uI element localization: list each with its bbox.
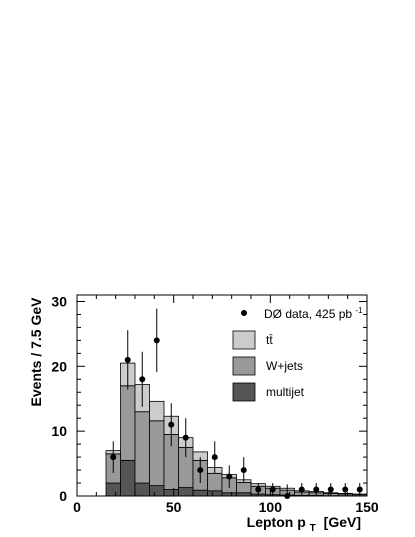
x-axis-title-main: Lepton p bbox=[247, 514, 306, 530]
x-axis-title-unit: [GeV] bbox=[324, 514, 361, 530]
legend-series-entries: tt̄ W+jets multijet bbox=[232, 330, 305, 402]
data-point-9 bbox=[240, 467, 247, 474]
data-point-16 bbox=[342, 486, 349, 493]
bar-multijet-3 bbox=[149, 485, 165, 497]
data-point-0 bbox=[110, 454, 117, 461]
data-point-2 bbox=[139, 376, 146, 383]
data-points bbox=[110, 308, 363, 499]
tick-labels: 0 50 100 150 0 10 20 30 bbox=[51, 293, 378, 515]
bar-multijet-6 bbox=[192, 489, 208, 497]
legend-swatch-w-jets bbox=[232, 356, 256, 376]
bar-multijet-1 bbox=[120, 459, 136, 497]
y-tick-label-10: 10 bbox=[51, 423, 67, 439]
bar-multijet-7 bbox=[207, 490, 223, 497]
data-point-8 bbox=[226, 473, 233, 480]
x-axis-title: Lepton p T [GeV] bbox=[247, 514, 361, 534]
data-point-4 bbox=[168, 421, 175, 428]
data-point-13 bbox=[298, 486, 305, 493]
bar-multijet-4 bbox=[163, 489, 179, 497]
legend-label-tt: tt̄ bbox=[266, 333, 273, 347]
data-point-14 bbox=[313, 486, 320, 493]
legend-label-w-jets: W+jets bbox=[266, 359, 303, 373]
legend-swatch-multijet bbox=[232, 382, 256, 402]
y-tick-label-20: 20 bbox=[51, 358, 67, 374]
data-point-3 bbox=[153, 337, 160, 344]
legend-data-label-superscript: -1 bbox=[355, 306, 363, 315]
bar-w-jets-1 bbox=[120, 385, 136, 461]
y-tick-label-30: 30 bbox=[51, 293, 67, 309]
data-point-15 bbox=[327, 486, 334, 493]
legend-data-label-main: DØ data, 425 pb bbox=[264, 307, 352, 321]
bar-w-jets-7 bbox=[207, 472, 223, 492]
data-point-11 bbox=[269, 486, 276, 493]
x-tick-label-150: 150 bbox=[355, 499, 379, 515]
x-axis-title-subscript: T bbox=[310, 523, 316, 534]
data-point-7 bbox=[211, 454, 218, 461]
bar-tt-3 bbox=[149, 400, 165, 422]
bar-w-jets-2 bbox=[134, 411, 150, 484]
y-tick-label-0: 0 bbox=[59, 488, 67, 504]
data-point-10 bbox=[255, 486, 262, 493]
data-point-1 bbox=[124, 356, 131, 363]
bar-multijet-5 bbox=[178, 487, 194, 497]
axis-ticks bbox=[76, 295, 368, 497]
plot-border bbox=[76, 294, 368, 497]
legend-label-multijet: multijet bbox=[266, 385, 305, 399]
y-axis-title: Events / 7.5 GeV bbox=[28, 297, 44, 407]
bar-w-jets-3 bbox=[149, 420, 165, 487]
data-point-5 bbox=[182, 434, 189, 441]
legend-swatch-tt bbox=[232, 330, 256, 350]
legend-data-label: DØ data, 425 pb -1 bbox=[264, 306, 363, 321]
x-tick-label-50: 50 bbox=[166, 499, 182, 515]
legend: DØ data, 425 pb -1 tt̄ W+jets multijet bbox=[232, 306, 363, 402]
bar-w-jets-9 bbox=[236, 481, 252, 494]
x-tick-label-100: 100 bbox=[259, 499, 283, 515]
bar-multijet-2 bbox=[134, 482, 150, 497]
x-tick-label-0: 0 bbox=[73, 499, 81, 515]
bar-multijet-0 bbox=[105, 482, 121, 497]
plot-frame bbox=[76, 294, 368, 497]
legend-entry-data: DØ data, 425 pb -1 bbox=[241, 306, 363, 321]
data-point-6 bbox=[197, 467, 204, 474]
data-point-17 bbox=[356, 486, 363, 493]
legend-data-marker bbox=[241, 310, 247, 316]
